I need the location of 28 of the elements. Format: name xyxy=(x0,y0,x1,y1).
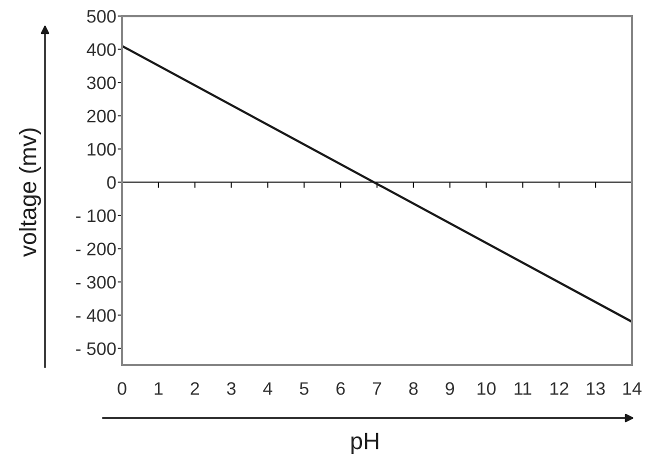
y-tick-label: 500 xyxy=(87,10,116,23)
y-tick-label: - 400 xyxy=(76,309,116,322)
y-tick-label: - 500 xyxy=(76,342,116,356)
x-tick-label: 13 xyxy=(586,382,605,395)
x-tick-label: 0 xyxy=(118,382,126,395)
x-tick-label: 8 xyxy=(409,382,418,395)
y-tick-label: 100 xyxy=(88,142,116,156)
x-tick-label: 3 xyxy=(226,382,236,395)
x-axis-title: pH xyxy=(351,432,378,454)
y-tick-label: - 200 xyxy=(76,242,116,256)
x-tick-label: 14 xyxy=(623,382,642,395)
x-tick-label: 10 xyxy=(478,382,496,395)
y-tick-label: 0 xyxy=(107,176,116,189)
y-tick-label: 400 xyxy=(86,43,116,56)
x-tick-label: 6 xyxy=(336,382,345,395)
x-tick-label: 1 xyxy=(154,382,163,395)
x-tick-label: 12 xyxy=(550,382,568,395)
y-tick-label: - 100 xyxy=(76,209,116,222)
x-tick-label: 5 xyxy=(300,382,308,395)
y-tick-label: - 300 xyxy=(76,276,116,289)
y-tick-label: 300 xyxy=(87,76,116,90)
x-tick-label: 9 xyxy=(446,382,454,395)
y-axis-title: voltage (mv) xyxy=(18,128,42,257)
y-tick-label: 200 xyxy=(87,110,116,122)
x-tick-label: 7 xyxy=(372,382,382,395)
x-tick-label: 2 xyxy=(190,382,199,395)
x-tick-label: 4 xyxy=(263,382,272,395)
x-tick-label: 11 xyxy=(514,382,532,395)
